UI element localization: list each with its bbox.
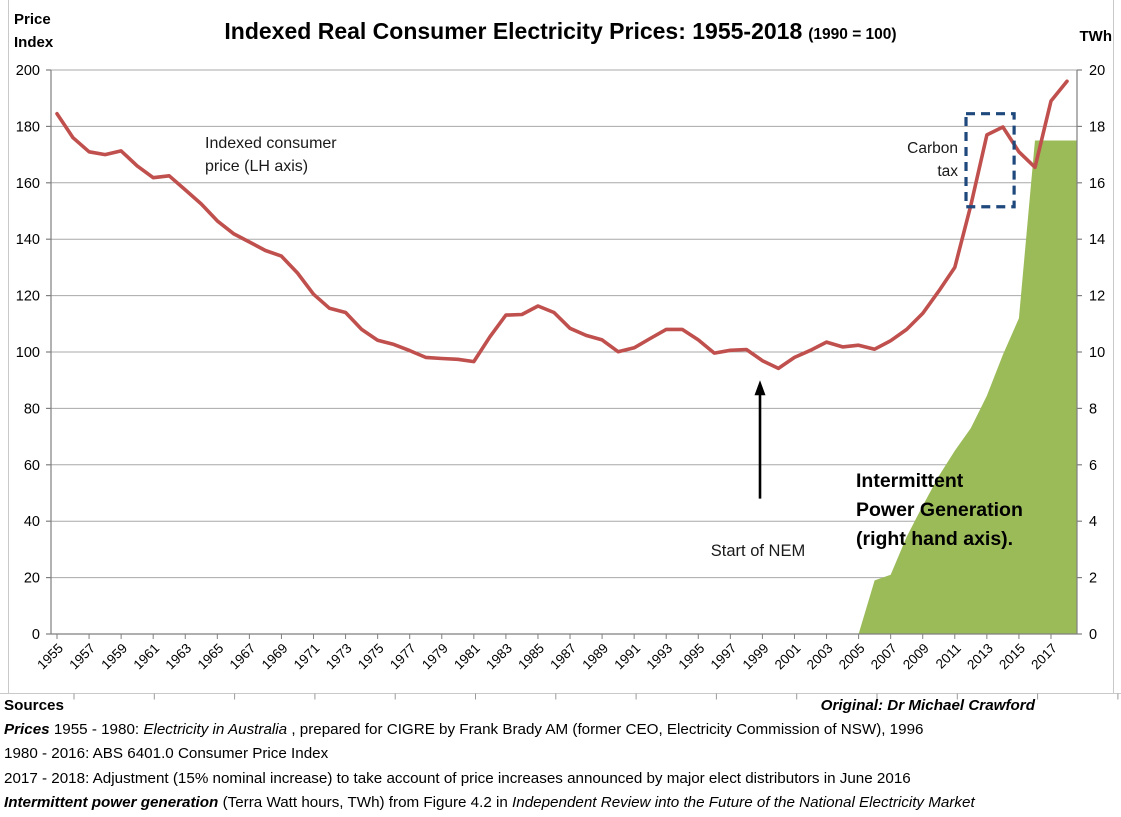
carbon-tax-box (964, 112, 1016, 209)
left-tick-label-80: 80 (24, 401, 40, 417)
x-tick-label-1955: 1955 (34, 641, 66, 673)
right-tick-label-20: 20 (1089, 63, 1105, 79)
sources-label: Sources (4, 697, 64, 714)
footer-line-cpi-seg-0: 1980 - 2016: ABS 6401.0 Consumer Price I… (4, 745, 329, 763)
footer-line-intermittent-seg-0: Intermittent power generation (4, 793, 219, 811)
x-tick-label-1963: 1963 (163, 641, 195, 673)
footer-line-sources: Sources Original: Dr Michael Crawford (0, 694, 1121, 718)
nem-arrow-head (754, 380, 766, 396)
x-tick-label-1987: 1987 (547, 641, 579, 673)
sources-footer: Sources Original: Dr Michael Crawford Pr… (0, 694, 1121, 817)
footer-line-adjustment-seg-0: 2017 - 2018: Adjustment (15% nominal inc… (4, 769, 911, 787)
chart-title-suffix: (1990 = 100) (808, 26, 897, 43)
footer-line-intermittent: Intermittent power generation (Terra Wat… (0, 791, 1121, 815)
x-tick-label-1989: 1989 (579, 641, 611, 673)
x-tick-label-1999: 1999 (740, 641, 772, 673)
left-tick-label-120: 120 (16, 289, 40, 305)
left-tick-label-20: 20 (24, 571, 40, 587)
footer-line-prices: Prices 1955 - 1980: Electricity in Austr… (0, 718, 1121, 742)
right-axis-unit-label: TWh (1079, 28, 1112, 45)
left-tick-label-180: 180 (16, 119, 40, 135)
right-tick-label-16: 16 (1089, 176, 1105, 192)
x-tick-label-1969: 1969 (259, 641, 291, 673)
left-tick-label-140: 140 (16, 232, 40, 248)
x-tick-label-2015: 2015 (996, 641, 1028, 673)
right-tick-label-14: 14 (1089, 232, 1105, 248)
footer-line-intermittent-seg-1: (Terra Watt hours, TWh) from Figure 4.2 … (218, 793, 513, 811)
left-tick-label-160: 160 (16, 176, 40, 192)
x-tick-label-1967: 1967 (227, 641, 259, 673)
generation-area (858, 140, 1077, 634)
x-tick-label-1961: 1961 (130, 641, 162, 673)
x-tick-label-2005: 2005 (836, 641, 868, 673)
carbon-tax-label-1: tax (937, 163, 958, 180)
footer-line-cpi: 1980 - 2016: ABS 6401.0 Consumer Price I… (0, 742, 1121, 766)
x-tick-label-1995: 1995 (676, 641, 708, 673)
x-tick-label-2009: 2009 (900, 641, 932, 673)
right-tick-label-2: 2 (1089, 571, 1097, 587)
left-axis-unit-label: Price Index (14, 11, 54, 51)
chart-title-main: Indexed Real Consumer Electricity Prices… (224, 18, 803, 44)
right-tick-label-18: 18 (1089, 119, 1105, 135)
x-tick-label-1981: 1981 (451, 641, 483, 673)
left-tick-label-0: 0 (32, 627, 40, 643)
price-line-label-0: Indexed consumer (205, 135, 337, 152)
x-tick-label-2013: 2013 (964, 641, 996, 673)
carbon-tax-label-0: Carbon (907, 140, 958, 157)
x-tick-label-2001: 2001 (772, 641, 804, 673)
right-tick-label-12: 12 (1089, 289, 1105, 305)
x-tick-label-2007: 2007 (868, 641, 900, 673)
footer-line-prices-seg-0: Prices (4, 721, 50, 739)
right-tick-label-8: 8 (1089, 401, 1097, 417)
right-tick-label-0: 0 (1089, 627, 1097, 643)
x-tick-label-2003: 2003 (804, 641, 836, 673)
left-tick-label-100: 100 (16, 345, 40, 361)
x-tick-label-1975: 1975 (355, 641, 387, 673)
x-tick-label-1985: 1985 (515, 641, 547, 673)
footer-line-prices-seg-2: Electricity in Australia (143, 721, 288, 739)
x-tick-label-1991: 1991 (611, 641, 643, 673)
x-tick-label-2011: 2011 (933, 641, 964, 672)
footer-line-adjustment: 2017 - 2018: Adjustment (15% nominal inc… (0, 767, 1121, 791)
x-tick-label-1973: 1973 (323, 641, 355, 673)
x-tick-label-1997: 1997 (708, 641, 740, 673)
x-tick-label-1965: 1965 (195, 641, 227, 673)
left-tick-label-200: 200 (16, 63, 40, 79)
price-line-label-1: price (LH axis) (205, 158, 308, 175)
x-tick-label-1983: 1983 (483, 641, 515, 673)
x-tick-label-1993: 1993 (643, 641, 675, 673)
generation-area-label-2: (right hand axis). (856, 528, 1013, 550)
generation-area-label-0: Intermittent (856, 470, 964, 492)
price-line (55, 79, 1069, 371)
footer-line-intermittent-seg-2: Independent Review into the Future of th… (512, 793, 975, 811)
electricity-price-chart: 200 180 160 140 120 100 80 60 40 20 0 20 18 16 14 12 10 8… (0, 0, 1121, 700)
right-tick-label-6: 6 (1089, 458, 1097, 474)
chart-canvas: 2001801601401201008060402002018161412108… (0, 0, 1121, 700)
nem-label: Start of NEM (711, 542, 805, 560)
right-tick-label-4: 4 (1089, 514, 1097, 530)
footer-line-prices-seg-1: 1955 - 1980: (49, 721, 144, 739)
x-tick-label-1971: 1971 (291, 641, 323, 673)
right-tick-label-10: 10 (1089, 345, 1105, 361)
x-tick-label-1957: 1957 (66, 641, 98, 673)
x-tick-label-1959: 1959 (98, 641, 130, 673)
chart-title: Indexed Real Consumer Electricity Prices… (0, 18, 1121, 45)
x-tick-label-1979: 1979 (419, 641, 451, 673)
left-tick-label-40: 40 (24, 514, 40, 530)
footer-line-prices-seg-3: , prepared for CIGRE by Frank Brady AM (… (287, 721, 924, 739)
original-credit: Original: Dr Michael Crawford (820, 697, 1035, 714)
left-tick-label-60: 60 (24, 458, 40, 474)
generation-area-label-1: Power Generation (856, 499, 1023, 521)
x-tick-label-2017: 2017 (1028, 641, 1060, 673)
x-tick-label-1977: 1977 (387, 641, 419, 673)
